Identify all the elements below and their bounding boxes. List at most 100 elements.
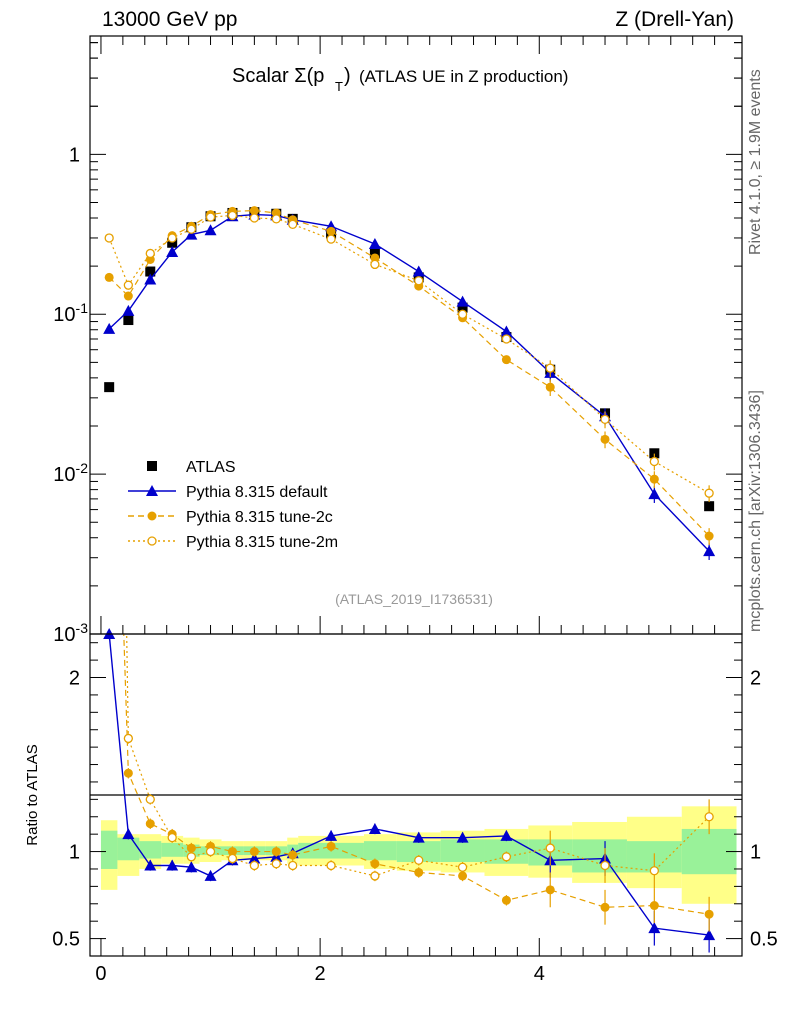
ratio-point-tune2m [205,846,216,857]
data-point-default [648,488,661,500]
data-point-tune2m [649,456,659,467]
chart-title-close: ) [344,65,351,87]
ratio-point-tune2m [227,853,238,864]
main-series-default [103,208,716,560]
data-point-atlas [123,315,134,326]
stat-band-bin [396,841,441,863]
main-series-tune2m [104,210,714,503]
data-point-tune2m [205,212,216,222]
data-point-tune2m [326,234,336,244]
ratio-point-default [456,831,469,843]
legend-label-default: Pythia 8.315 default [186,484,328,501]
data-point-atlas [145,266,156,277]
ratio-point-tune2m [249,860,260,871]
y-tick-label: 10-1 [53,300,88,326]
data-point-tune2m [186,224,197,234]
ratio-y-tick-label: 2 [69,668,80,690]
ratio-point-tune2c [649,901,659,911]
ratio-y-tick-label-right: 1 [750,842,761,864]
data-point-tune2m [501,334,512,344]
ratio-point-tune2m [704,812,714,822]
data-point-default [185,228,198,240]
ratio-point-tune2m [414,855,424,865]
data-point-tune2m [145,248,155,259]
ratio-point-tune2c [186,843,196,853]
ratio-point-tune2c [326,841,336,851]
data-point-atlas [704,501,715,512]
ratio-point-tune2m [649,866,659,876]
data-point-default [368,238,381,250]
ratio-ylabel: Ratio to ATLAS [24,744,41,845]
data-point-tune2m [227,210,238,221]
ratio-series-tune2c [123,634,714,932]
ratio-point-tune2c [370,859,380,869]
ratio-point-tune2c [227,847,237,857]
ratio-point-tune2m [167,832,177,843]
data-point-default [166,246,179,258]
data-point-atlas [104,382,115,393]
ratio-point-tune2m [600,860,610,871]
ratio-point-tune2c [288,850,298,860]
legend-marker-tune2m [147,536,157,546]
ratio-point-tune2c [249,847,259,857]
header-left-label: 13000 GeV pp [102,8,238,31]
data-point-tune2c [649,474,659,484]
legend-label-atlas: ATLAS [186,459,236,476]
ratio-panel: 0.5 0.5 1 1 2 2 Ratio to ATLAS [24,628,778,957]
data-point-tune2m [457,309,468,319]
ratio-point-tune2m [186,852,197,862]
x-tick-label: 4 [534,963,545,985]
y-tick-label: 1 [69,144,80,166]
ratio-point-tune2c [600,902,610,912]
chart-title-subscript: T [335,79,343,94]
data-point-atlas [167,237,178,248]
ratio-point-default [122,828,135,840]
ratio-point-tune2m [326,860,336,871]
ratio-point-tune2m [123,733,134,744]
ratio-point-default [166,859,179,871]
y-tick-label: 10-2 [53,460,88,486]
data-point-tune2c [249,206,259,216]
ratio-point-tune2c [414,867,424,877]
data-point-tune2m [271,214,281,224]
ratio-series-line-tune2c [123,634,710,915]
ratio-point-tune2m [501,852,512,862]
ratio-point-default [648,922,661,934]
stat-band-bin [572,839,627,873]
chart-title-rest: (ATLAS UE in Z production) [359,67,568,86]
legend-label-tune2c: Pythia 8.315 tune-2c [186,509,333,526]
data-point-tune2c [104,272,114,282]
ratio-y-tick-label: 0.5 [52,929,80,951]
legend-marker-default [146,485,158,496]
ratio-point-tune2c [704,909,714,919]
ratio-series-line-default [108,634,710,936]
ratio-point-tune2m [271,859,281,869]
ratio-point-tune2m [545,843,555,853]
data-point-default [500,325,513,337]
ratio-point-default [248,852,261,864]
ratio-point-tune2m [457,862,468,872]
ratio-y-tick-label: 1 [69,842,80,864]
ratio-series-default [103,628,716,953]
ratio-y-tick-label-right: 0.5 [750,929,778,951]
ratio-point-tune2m [288,860,298,871]
data-point-tune2m [288,219,298,229]
ratio-point-default [204,869,217,881]
data-point-tune2c [545,382,555,392]
data-point-default [703,545,716,557]
header-right-label: Z (Drell-Yan) [615,8,734,31]
data-point-tune2m [104,233,114,243]
ratio-point-tune2m [370,871,380,881]
legend: ATLAS Pythia 8.315 default Pythia 8.315 tu… [128,459,338,551]
ratio-point-tune2c [145,819,155,829]
stat-band-bin [100,830,118,869]
analysis-watermark: (ATLAS_2019_I1736531) [335,591,493,607]
stat-band-bin [161,842,184,857]
legend-marker-atlas [147,461,157,471]
ratio-point-tune2m [145,794,155,805]
data-point-default [456,295,469,307]
ratio-point-tune2c [458,871,468,881]
data-point-tune2m [370,259,380,270]
chart-title-main: Scalar Σ(p [232,65,324,87]
